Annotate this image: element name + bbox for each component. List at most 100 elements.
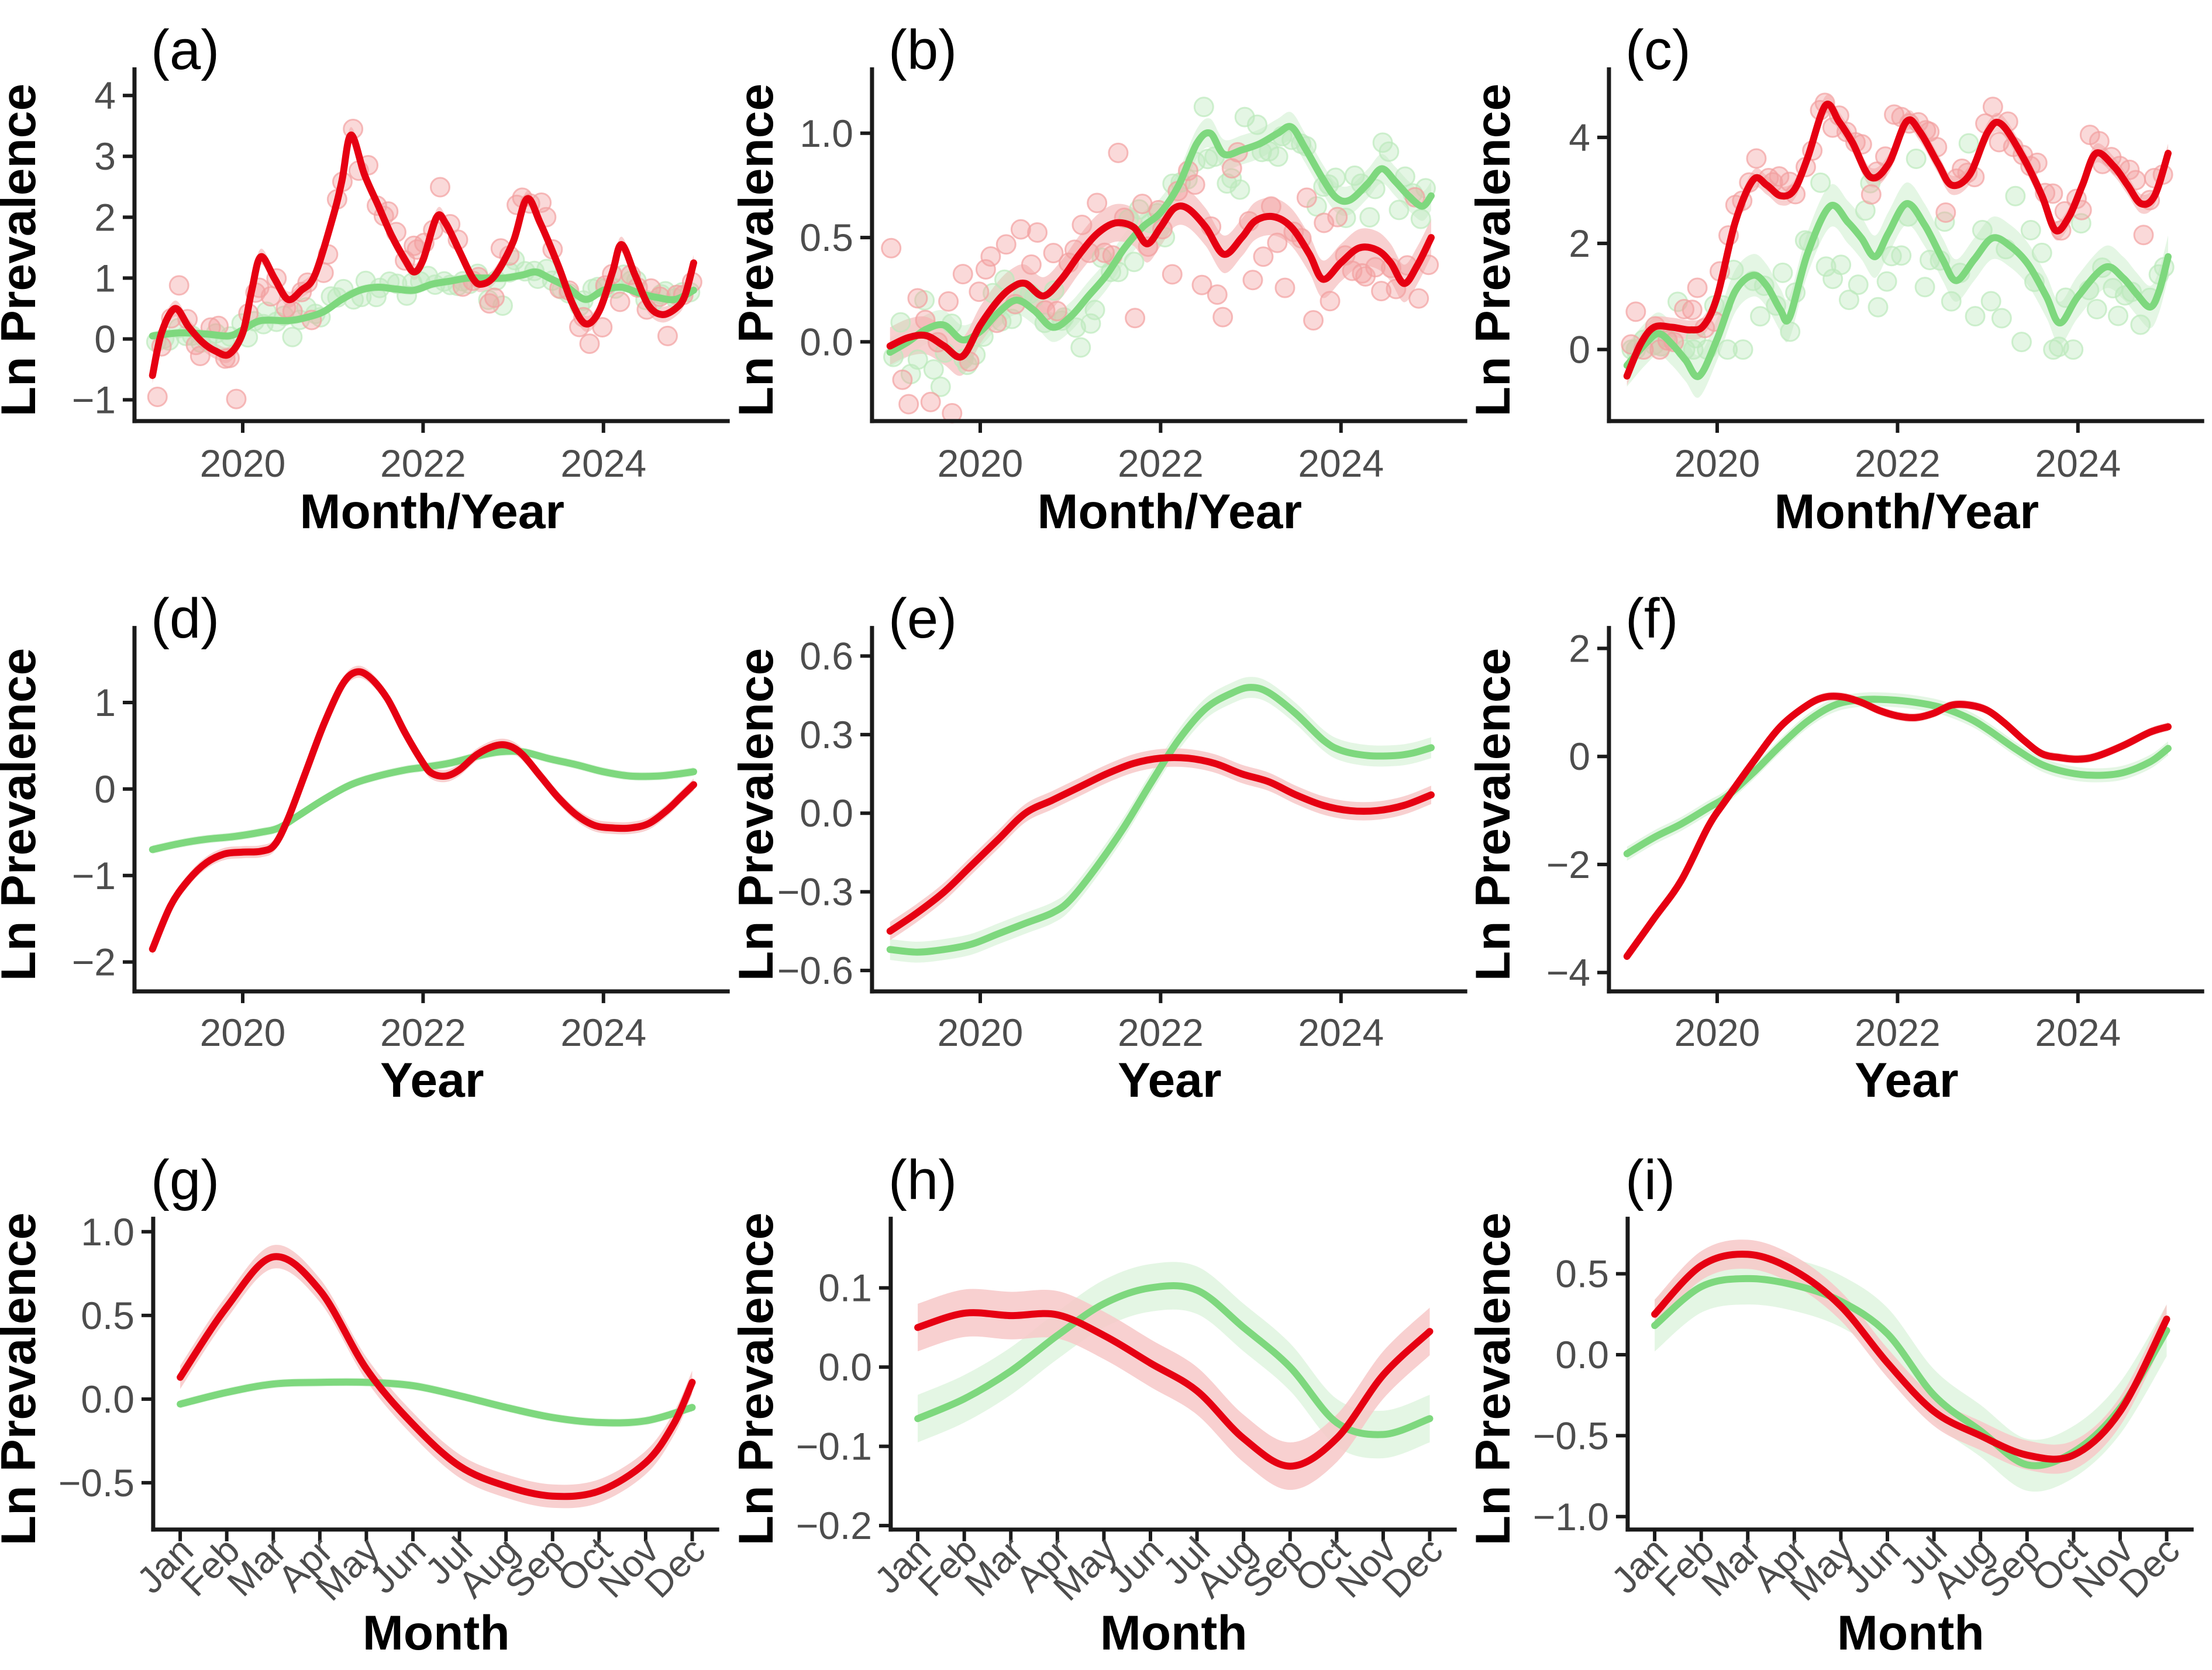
- green-data-point: [1772, 262, 1793, 283]
- red-data-point: [1769, 166, 1790, 187]
- panel-d-plot: −2 −1 0 1 2020 2022 2024 Year Ln Prevalence (d): [0, 587, 730, 1107]
- y-tick-label: 2: [1569, 222, 1591, 265]
- green-data-point: [1959, 133, 1979, 154]
- red-data-point: [1021, 254, 1042, 275]
- green-data-point: [2021, 220, 2042, 241]
- green-trend-line: [886, 123, 1435, 356]
- x-tick-label: 2022: [1118, 442, 1204, 485]
- green-data-point: [1914, 277, 1935, 298]
- red-data-point: [907, 288, 928, 309]
- red-trend-line: [886, 754, 1435, 935]
- green-confidence-band: [1627, 692, 2169, 861]
- x-axis-title: Year: [380, 1052, 484, 1107]
- red-data-point: [1010, 219, 1031, 240]
- red-data-point: [609, 291, 630, 312]
- red-trend-line: [1651, 1251, 2170, 1463]
- y-axis-title: Ln Prevalence: [738, 84, 783, 416]
- y-tick-label: −0.2: [795, 1504, 871, 1547]
- panel-h: −0.2 −0.1 0.0 0.1 Jan Feb Mar Apr May Jun Jul Aug Se…: [738, 1111, 1475, 1670]
- panel-i-plot: −1.0−0.50.00.5JanFebMarAprMayJunJulAugSe…: [1474, 1149, 2194, 1660]
- y-tick-label: −1: [72, 378, 116, 422]
- red-data-point: [880, 237, 901, 259]
- red-data-point: [1212, 307, 1233, 328]
- green-data-point: [1750, 306, 1771, 327]
- x-axis-title: Year: [1118, 1052, 1221, 1107]
- y-tick-label: 0: [1569, 328, 1591, 371]
- red-trend-line: [149, 668, 697, 953]
- y-tick-label: 0.3: [800, 713, 853, 756]
- red-trend-line: [149, 131, 697, 379]
- green-data-point: [1084, 299, 1105, 321]
- red-data-point: [1253, 246, 1274, 267]
- y-tick-label: −0.5: [1533, 1414, 1609, 1457]
- green-trend-line: [1624, 695, 2172, 858]
- green-data-point: [1124, 252, 1145, 273]
- red-data-point: [1124, 308, 1145, 329]
- green-data-point: [1906, 148, 1927, 169]
- green-scatter-points: [1621, 133, 2175, 360]
- y-tick-label: 0.0: [818, 1345, 872, 1389]
- y-axis-title: Ln Prevalence: [1474, 84, 1520, 416]
- red-data-point: [1184, 174, 1205, 195]
- y-tick-label: 0.5: [81, 1294, 135, 1337]
- red-data-point: [168, 275, 189, 296]
- y-tick-label: −1.0: [1533, 1495, 1609, 1538]
- green-data-point: [1234, 106, 1255, 128]
- green-data-point: [1992, 308, 2013, 329]
- green-data-point: [923, 359, 944, 380]
- red-data-point: [980, 246, 1001, 267]
- x-axis-title: Month/Year: [1037, 484, 1302, 539]
- panel-d: −2 −1 0 1 2020 2022 2024 Year Ln Prevalence (d): [0, 556, 738, 1111]
- panel-letter: (h): [888, 1149, 957, 1211]
- y-tick-label: 3: [94, 135, 116, 178]
- red-data-point: [1026, 222, 1048, 243]
- x-tick-label: 2020: [200, 1011, 286, 1054]
- y-axis-title: Ln Prevalence: [1474, 1213, 1520, 1545]
- y-tick-label: 0.1: [818, 1266, 872, 1310]
- red-data-point: [1191, 274, 1212, 295]
- x-axis-title: Year: [1855, 1052, 1958, 1107]
- panel-a: −1 0 1 2 3 4 2020 2022 2024 Month/Year Ln Prevalen…: [0, 0, 738, 556]
- x-tick-label: 2024: [1298, 442, 1384, 485]
- green-data-point: [1193, 97, 1214, 118]
- panel-letter: (e): [888, 587, 957, 650]
- y-tick-label: −2: [1546, 843, 1590, 886]
- green-data-point: [2087, 298, 2108, 319]
- y-tick-label: 0.0: [800, 320, 853, 363]
- x-tick-label: 2020: [200, 442, 286, 485]
- red-data-point: [1674, 298, 1695, 319]
- x-tick-label: 2020: [937, 1011, 1023, 1054]
- y-tick-label: 2: [94, 195, 116, 239]
- red-data-point: [1365, 257, 1386, 278]
- y-tick-label: 0: [1569, 735, 1591, 778]
- y-axis-title: Ln Prevalence: [0, 1213, 46, 1545]
- red-data-point: [1274, 277, 1295, 298]
- green-data-point: [930, 376, 951, 397]
- y-tick-label: 1.0: [81, 1210, 135, 1254]
- x-axis-title: Month: [363, 1605, 510, 1660]
- red-data-point: [592, 316, 613, 338]
- green-data-point: [1394, 166, 1415, 187]
- x-tick-label: 2020: [937, 442, 1023, 485]
- green-data-point: [1965, 306, 1986, 327]
- y-tick-label: 4: [1569, 116, 1591, 159]
- green-data-point: [1267, 146, 1288, 167]
- green-data-point: [2130, 314, 2151, 335]
- green-data-point: [1410, 208, 1431, 229]
- green-data-point: [1891, 245, 1912, 266]
- green-data-point: [907, 349, 928, 370]
- panel-letter: (a): [151, 19, 219, 81]
- green-data-point: [1848, 274, 1869, 295]
- red-data-point: [1094, 242, 1115, 263]
- y-axis-title: Ln Prevalence: [0, 648, 46, 981]
- red-data-point: [1861, 184, 1882, 205]
- panel-b: 0.0 0.5 1.0 2020 2022 2024 Month/Year Ln Preval…: [738, 0, 1475, 556]
- panel-e-plot: −0.6 −0.3 0.0 0.3 0.6 2020 2022 2024 Year Ln Prev…: [738, 587, 1467, 1107]
- red-data-point: [952, 264, 973, 285]
- x-axis-title: Month: [1100, 1605, 1248, 1660]
- y-tick-label: −0.1: [795, 1425, 871, 1468]
- green-data-point: [1972, 219, 1993, 240]
- y-tick-label: 0.5: [800, 216, 853, 259]
